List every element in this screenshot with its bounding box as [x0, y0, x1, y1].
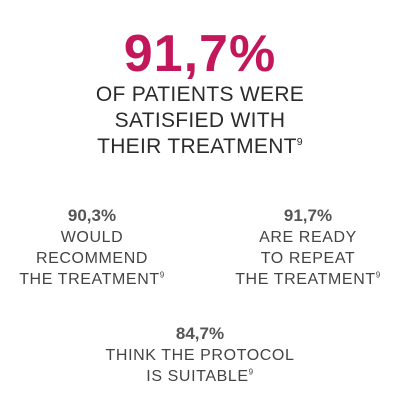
headline-stat: 91,7% OF PATIENTS WERE SATISFIED WITH TH… [0, 26, 400, 160]
headline-line-3-text: THEIR TREATMENT [97, 135, 297, 158]
headline-percentage: 91,7% [123, 25, 277, 83]
stat-repeat-line-3-text: THE TREATMENT [235, 271, 376, 288]
stat-repeat-line-1: ARE READY [259, 229, 357, 246]
stat-recommend-line-3-text: THE TREATMENT [19, 271, 160, 288]
stat-recommend: 90,3% WOULD RECOMMEND THE TREATMENT9 [12, 205, 172, 290]
stat-repeat-footnote: 9 [375, 270, 381, 280]
stat-repeat-value: 91,7% [283, 206, 333, 225]
stat-recommend-line-3: THE TREATMENT9 [12, 269, 172, 290]
stat-protocol-value: 84,7% [175, 324, 225, 343]
stat-recommend-line-2: RECOMMEND [35, 250, 149, 267]
headline-line-2: SATISFIED WITH [114, 109, 286, 132]
stat-recommend-value: 90,3% [67, 206, 117, 225]
headline-line-1: OF PATIENTS WERE [95, 83, 305, 106]
stat-repeat-line-2: TO REPEAT [260, 250, 356, 267]
stat-repeat-line-3: THE TREATMENT9 [226, 269, 390, 290]
stat-repeat: 91,7% ARE READY TO REPEAT THE TREATMENT9 [226, 205, 390, 290]
stat-protocol-line-2-text: IS SUITABLE [146, 368, 249, 385]
stat-protocol: 84,7% THINK THE PROTOCOL IS SUITABLE9 [80, 323, 320, 387]
stat-protocol-line-2: IS SUITABLE9 [80, 366, 320, 387]
stat-recommend-line-1: WOULD [60, 229, 124, 246]
stat-recommend-footnote: 9 [159, 270, 165, 280]
stat-protocol-line-1: THINK THE PROTOCOL [105, 347, 295, 364]
headline-line-3: THEIR TREATMENT9 [0, 134, 400, 160]
stat-protocol-footnote: 9 [248, 367, 254, 377]
headline-footnote: 9 [296, 136, 303, 148]
